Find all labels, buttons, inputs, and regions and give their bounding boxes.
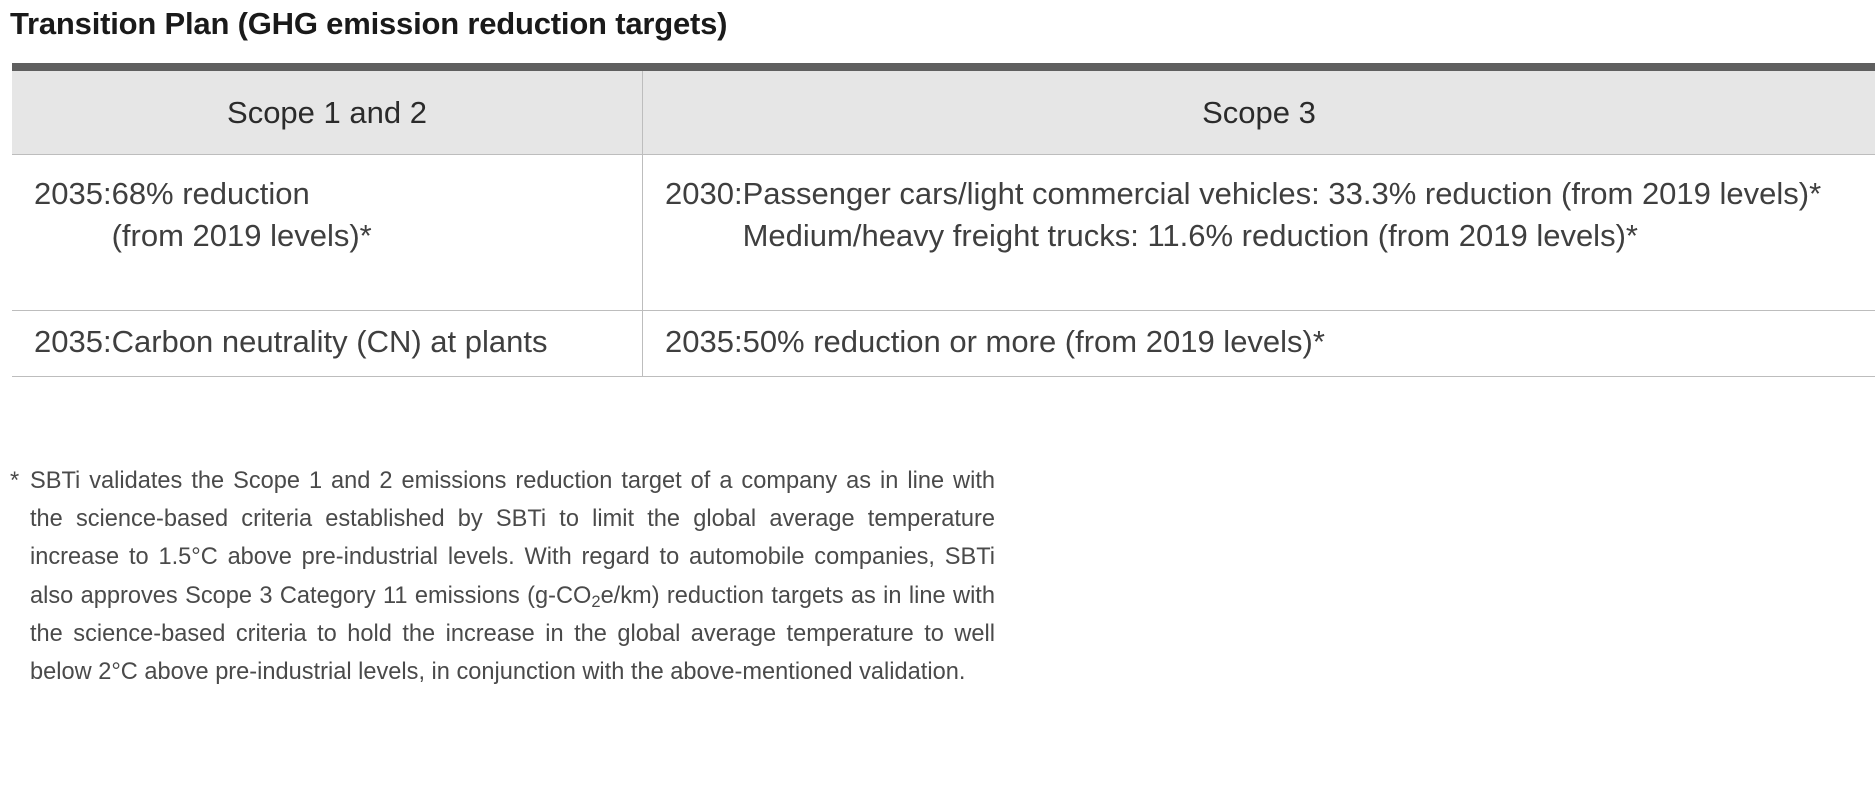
target-year: 2035: bbox=[34, 324, 112, 359]
subscript-2: 2 bbox=[591, 591, 601, 611]
table-header-row: Scope 1 and 2 Scope 3 bbox=[12, 67, 1875, 155]
cell-scope12-row1: 2035: 68% reduction (from 2019 levels)* bbox=[12, 154, 643, 311]
table-row: 2035: 68% reduction (from 2019 levels)* … bbox=[12, 154, 1875, 311]
cell-scope3-row1: 2030: Passenger cars/light commercial ve… bbox=[642, 154, 1875, 311]
header-scope-3: Scope 3 bbox=[642, 67, 1875, 155]
footnote: * SBTi validates the Scope 1 and 2 emiss… bbox=[10, 462, 995, 691]
target-text: Passenger cars/light commercial vehicles… bbox=[742, 176, 1822, 211]
footnote-text-part: e/km) reduction targets as in line with … bbox=[30, 582, 995, 686]
target-text: Medium/heavy freight trucks: 11.6% reduc… bbox=[742, 218, 1638, 253]
target-text: 68% reduction bbox=[111, 176, 310, 211]
cell-scope12-row2: 2035: Carbon neutrality (CN) at plants bbox=[12, 310, 643, 377]
cell-scope3-row2: 2035: 50% reduction or more (from 2019 l… bbox=[642, 310, 1875, 377]
footnote-mark: * bbox=[10, 468, 20, 494]
targets-table: Scope 1 and 2 Scope 3 2035: 68% reductio… bbox=[12, 63, 1875, 377]
footnote-text-part: SBTi validates the Scope 1 and 2 emissio… bbox=[30, 468, 995, 609]
table-row: 2035: Carbon neutrality (CN) at plants 2… bbox=[12, 310, 1875, 377]
target-text: 50% reduction or more (from 2019 levels)… bbox=[742, 324, 1325, 359]
page-title: Transition Plan (GHG emission reduction … bbox=[10, 6, 728, 41]
target-text: (from 2019 levels)* bbox=[111, 218, 372, 253]
target-year: 2035: bbox=[34, 176, 112, 211]
target-text: Carbon neutrality (CN) at plants bbox=[111, 324, 548, 359]
targets-table-container: Scope 1 and 2 Scope 3 2035: 68% reductio… bbox=[12, 63, 1875, 377]
header-scope-1-2: Scope 1 and 2 bbox=[12, 67, 643, 155]
target-year: 2035: bbox=[665, 324, 743, 359]
target-year: 2030: bbox=[665, 176, 743, 211]
footnote-text: SBTi validates the Scope 1 and 2 emissio… bbox=[30, 462, 995, 691]
